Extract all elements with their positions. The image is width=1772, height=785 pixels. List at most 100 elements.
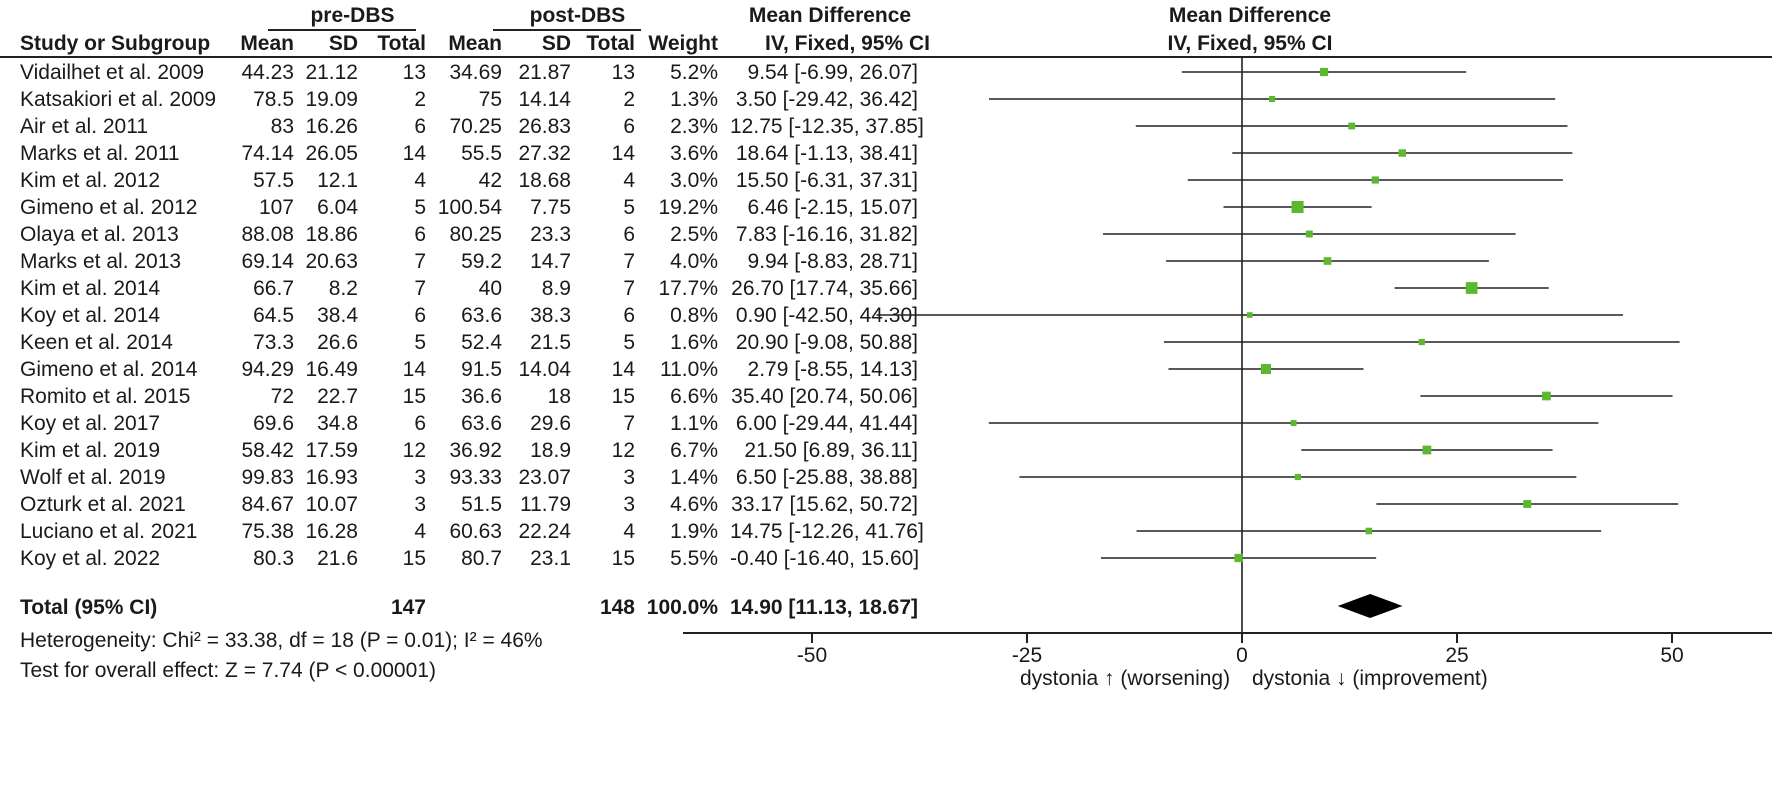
pre-sd: 26.6 (317, 331, 358, 354)
pre-total: 14 (402, 142, 426, 165)
study-name: Ozturk et al. 2021 (20, 493, 186, 516)
post-total: 3 (623, 466, 635, 489)
post-sd: 14.04 (518, 358, 571, 381)
pre-mean: 44.23 (241, 61, 294, 84)
point-estimate-square (1234, 553, 1243, 563)
post-total: 4 (623, 520, 635, 543)
weight: 1.1% (670, 412, 718, 435)
study-name: Kim et al. 2012 (20, 169, 161, 192)
study-name: Gimeno et al. 2012 (20, 196, 198, 219)
pre-total: 6 (414, 412, 426, 435)
mean-difference-ci: 6.50 [-25.88, 38.88] (735, 466, 918, 489)
weight: 6.7% (670, 439, 718, 462)
total2-column-header: Total (586, 32, 635, 55)
point-estimate-square (1523, 500, 1532, 508)
pre-mean: 74.14 (241, 142, 294, 165)
study-name: Kim et al. 2019 (20, 439, 161, 462)
study-name: Koy et al. 2014 (20, 304, 161, 327)
post-total: 5 (623, 196, 635, 219)
study-column-header: Study or Subgroup (20, 32, 211, 55)
pre-total: 4 (414, 520, 426, 543)
pre-total: 3 (414, 466, 426, 489)
md-table-header: Mean Difference (748, 4, 912, 27)
pre-sd: 21.12 (305, 61, 358, 84)
pre-mean: 78.5 (253, 88, 294, 111)
total-n2: 148 (599, 596, 635, 619)
pre-mean: 72 (270, 385, 294, 408)
weight: 19.2% (658, 196, 718, 219)
post-sd: 14.14 (518, 88, 571, 111)
post-mean: 91.5 (461, 358, 502, 381)
post-mean: 80.7 (461, 547, 502, 570)
mean-difference-ci: 9.54 [-6.99, 26.07] (747, 61, 918, 84)
pre-total: 6 (414, 223, 426, 246)
point-estimate-square (1290, 420, 1297, 426)
post-total: 15 (611, 385, 635, 408)
x-tick-label: -25 (1011, 644, 1043, 667)
study-name: Gimeno et al. 2014 (20, 358, 198, 381)
post-total: 14 (611, 142, 635, 165)
pre-mean: 107 (258, 196, 294, 219)
total-n1: 147 (390, 596, 426, 619)
mean-difference-ci: 2.79 [-8.55, 14.13] (747, 358, 918, 381)
study-name: Keen et al. 2014 (20, 331, 173, 354)
post-total: 6 (623, 304, 635, 327)
post-total: 12 (611, 439, 635, 462)
pre-sd: 38.4 (317, 304, 358, 327)
post-sd: 23.07 (518, 466, 571, 489)
pre-mean: 69.6 (253, 412, 294, 435)
post-mean: 63.6 (461, 412, 502, 435)
sd2-column-header: SD (541, 32, 571, 55)
x-tick-label: 0 (1236, 644, 1248, 667)
post-total: 7 (623, 277, 635, 300)
post-total: 13 (611, 61, 635, 84)
md-plot-header: Mean Difference (1168, 4, 1332, 27)
pre-total: 6 (414, 304, 426, 327)
point-estimate-square (1246, 312, 1253, 318)
post-mean: 51.5 (461, 493, 502, 516)
x-tick-label: 25 (1445, 644, 1469, 667)
pre-mean: 64.5 (253, 304, 294, 327)
weight: 0.8% (670, 304, 718, 327)
post-mean: 60.63 (449, 520, 502, 543)
post-mean: 34.69 (449, 61, 502, 84)
pre-sd: 12.1 (317, 169, 358, 192)
pre-sd: 34.8 (317, 412, 358, 435)
post-sd: 22.24 (518, 520, 571, 543)
weight: 1.4% (670, 466, 718, 489)
post-mean: 59.2 (461, 250, 502, 273)
pre-mean: 57.5 (253, 169, 294, 192)
pre-sd: 16.49 (305, 358, 358, 381)
post-mean: 36.6 (461, 385, 502, 408)
point-estimate-square (1465, 282, 1478, 294)
post-mean: 80.25 (449, 223, 502, 246)
post-mean: 36.92 (449, 439, 502, 462)
post-mean: 100.54 (437, 196, 502, 219)
total-ci: 14.90 [11.13, 18.67] (730, 596, 918, 619)
mean-difference-ci: 6.00 [-29.44, 41.44] (735, 412, 918, 435)
study-name: Katsakiori et al. 2009 (20, 88, 217, 111)
mean-difference-ci: 9.94 [-8.83, 28.71] (747, 250, 918, 273)
mean-difference-ci: 12.75 [-12.35, 37.85] (730, 115, 924, 138)
pre-total: 6 (414, 115, 426, 138)
mean-difference-ci: 15.50 [-6.31, 37.31] (735, 169, 918, 192)
x-tick-label: 50 (1660, 644, 1684, 667)
post-total: 14 (611, 358, 635, 381)
post-total: 6 (623, 223, 635, 246)
mean-difference-ci: 14.75 [-12.26, 41.76] (730, 520, 924, 543)
post-sd: 18.68 (518, 169, 571, 192)
pre-sd: 17.59 (305, 439, 358, 462)
mean-difference-ci: 6.46 [-2.15, 15.07] (747, 196, 918, 219)
post-mean: 75 (478, 88, 502, 111)
pre-total: 2 (414, 88, 426, 111)
point-estimate-square (1319, 67, 1329, 77)
post-mean: 70.25 (449, 115, 502, 138)
pre-sd: 16.93 (305, 466, 358, 489)
weight: 2.5% (670, 223, 718, 246)
pre-total: 7 (414, 250, 426, 273)
point-estimate-square (1323, 257, 1332, 265)
study-name: Vidailhet et al. 2009 (20, 61, 205, 84)
post-sd: 23.3 (530, 223, 571, 246)
total-weight: 100.0% (646, 596, 718, 619)
post-total: 4 (623, 169, 635, 192)
